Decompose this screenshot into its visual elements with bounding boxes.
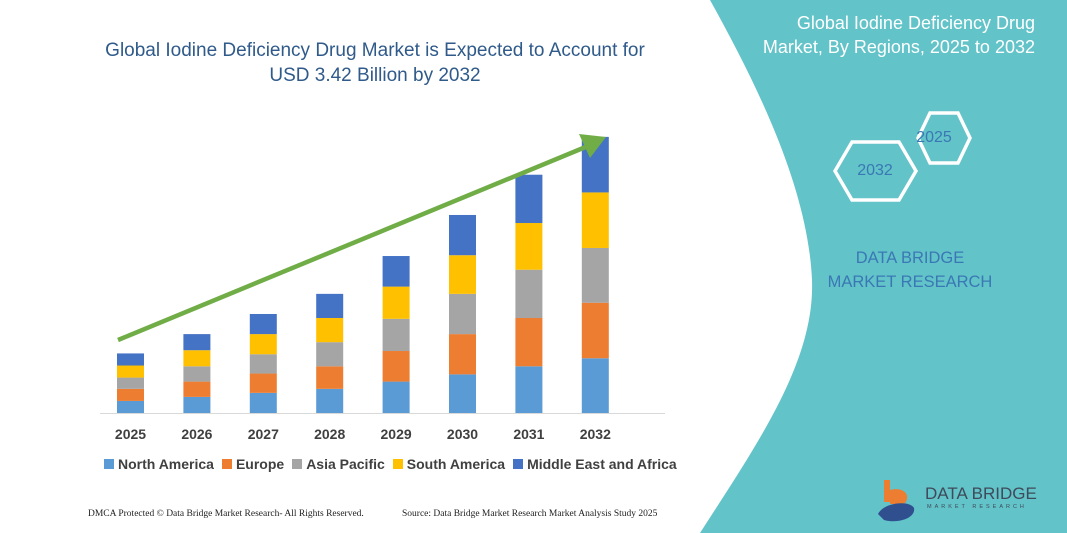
hexagon-2025 xyxy=(916,111,972,165)
x-tick-label: 2028 xyxy=(314,426,346,442)
side-panel-title: Global Iodine Deficiency Drug Market, By… xyxy=(762,13,1035,57)
bar-segment-2029-middle-east-and-africa xyxy=(382,256,410,287)
bar-segment-2028-south-america xyxy=(316,318,344,343)
bar-segment-2031-north-america xyxy=(515,366,543,413)
bar-segment-2025-europe xyxy=(117,388,144,401)
x-tick-label: 2026 xyxy=(181,426,213,442)
legend-swatch xyxy=(104,459,114,469)
legend-label: Asia Pacific xyxy=(306,456,385,472)
bar-segment-2032-europe xyxy=(581,302,609,359)
bar-segment-2030-north-america xyxy=(449,374,476,413)
legend-item: Middle East and Africa xyxy=(513,456,677,472)
bar-segment-2030-asia-pacific xyxy=(449,293,476,335)
bar-segment-2030-europe xyxy=(449,334,476,375)
legend-item: North America xyxy=(104,456,214,472)
bar-segment-2029-south-america xyxy=(382,286,410,319)
bar-segment-2029-north-america xyxy=(382,381,410,413)
hexagons xyxy=(832,111,972,202)
legend-label: Europe xyxy=(235,456,285,472)
legend-swatch xyxy=(392,459,403,469)
legend-swatch xyxy=(292,459,303,469)
hexagon-2032 xyxy=(832,140,919,202)
legend-label: Middle East and Africa xyxy=(527,456,677,472)
bar-segment-2031-asia-pacific xyxy=(515,269,543,319)
bar-segment-2027-asia-pacific xyxy=(249,354,277,374)
bar-segment-2031-europe xyxy=(515,318,543,367)
bar-segment-2026-south-america xyxy=(183,350,211,367)
x-tick-label: 2027 xyxy=(247,426,279,442)
x-tick-label: 2025 xyxy=(114,426,147,442)
footer-source: Source: Data Bridge Market Research Mark… xyxy=(402,509,658,519)
x-tick-label: 2032 xyxy=(579,426,611,442)
bar-segment-2028-asia-pacific xyxy=(316,342,344,367)
bar-segment-2030-middle-east-and-africa xyxy=(449,214,476,256)
logo-name: DATA BRIDGE xyxy=(925,484,1037,503)
hex-label-2032: 2032 xyxy=(857,162,893,179)
legend-swatch xyxy=(221,459,232,469)
footer-copyright: DMCA Protected © Data Bridge Market Rese… xyxy=(88,509,364,519)
bar-segment-2025-south-america xyxy=(117,365,144,378)
legend: North America Europe Asia Pacific South Ame… xyxy=(104,456,677,472)
bar-segment-2027-north-america xyxy=(249,392,277,413)
bar-segment-2028-europe xyxy=(316,366,344,389)
legend-item: Europe xyxy=(221,456,285,472)
legend-item: Asia Pacific xyxy=(292,456,385,472)
x-tick-label: 2031 xyxy=(513,426,545,442)
bar-segment-2029-europe xyxy=(382,351,410,382)
bar-segment-2031-south-america xyxy=(515,223,543,270)
legend-swatch xyxy=(513,459,524,469)
bar-segment-2027-europe xyxy=(249,373,277,393)
bar-segment-2028-middle-east-and-africa xyxy=(316,293,344,319)
bar-segment-2032-north-america xyxy=(581,358,609,413)
legend-label: South America xyxy=(406,456,506,472)
bar-segment-2029-asia-pacific xyxy=(382,318,410,352)
legend-item: South America xyxy=(392,456,506,472)
bar-segment-2032-south-america xyxy=(581,192,609,248)
brand-text: DATA BRIDGE MARKET RESEARCH xyxy=(827,249,993,291)
bar-segment-2025-north-america xyxy=(117,400,144,413)
x-tick-label: 2030 xyxy=(446,426,479,442)
logo-icon xyxy=(878,480,915,522)
x-tick-label: 2029 xyxy=(380,426,412,442)
bar-segment-2032-asia-pacific xyxy=(581,247,609,303)
logo-tagline: MARKET RESEARCH xyxy=(927,504,1027,510)
bar-segment-2027-middle-east-and-africa xyxy=(249,313,277,335)
bar-segment-2026-europe xyxy=(183,381,211,397)
chart-title: Global Iodine Deficiency Drug Market is … xyxy=(105,40,645,86)
bar-segment-2025-middle-east-and-africa xyxy=(117,353,144,366)
bar-segment-2026-middle-east-and-africa xyxy=(183,334,211,351)
bar-segment-2027-south-america xyxy=(249,334,277,355)
bar-segment-2026-north-america xyxy=(183,396,211,413)
bar-segment-2028-north-america xyxy=(316,388,344,413)
bar-segment-2030-south-america xyxy=(449,255,476,294)
bar-segment-2031-middle-east-and-africa xyxy=(515,174,543,224)
legend-label: North America xyxy=(118,456,214,472)
bar-segment-2025-asia-pacific xyxy=(117,377,144,389)
hex-label-2025: 2025 xyxy=(916,129,952,146)
trend-arrow xyxy=(117,134,606,343)
bar-segment-2026-asia-pacific xyxy=(183,366,211,382)
stacked-bar-chart xyxy=(100,134,665,414)
